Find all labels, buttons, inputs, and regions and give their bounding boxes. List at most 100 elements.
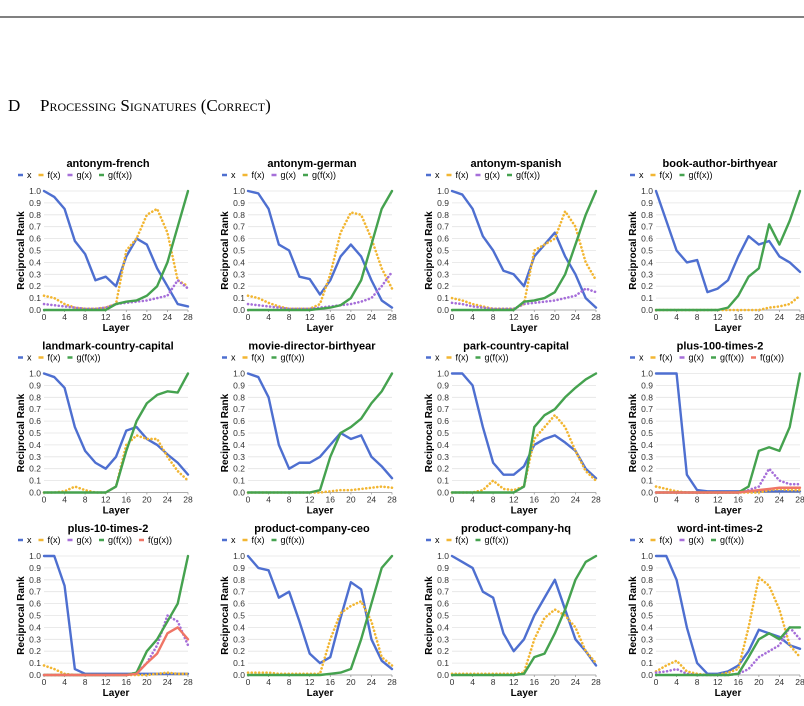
x-tick-label: 24 bbox=[775, 495, 785, 505]
series-line bbox=[450, 372, 598, 480]
x-axis-label: Layer bbox=[715, 688, 742, 699]
section-number: D bbox=[8, 96, 20, 115]
y-tick-label: 0.5 bbox=[233, 428, 245, 438]
x-tick-label: 0 bbox=[42, 312, 47, 322]
y-tick-label: 0.5 bbox=[437, 428, 449, 438]
y-tick-label: 0.1 bbox=[437, 658, 449, 668]
y-tick-label: 0.2 bbox=[233, 646, 245, 656]
legend-label: g(f(x)) bbox=[281, 535, 305, 545]
x-axis-label: Layer bbox=[715, 323, 742, 334]
y-tick-label: 0.8 bbox=[233, 210, 245, 220]
legend-label: f(g(x)) bbox=[148, 535, 172, 545]
y-tick-label: 0.6 bbox=[233, 599, 245, 609]
y-tick-label: 1.0 bbox=[233, 369, 245, 379]
y-tick-label: 0.7 bbox=[233, 222, 245, 232]
x-tick-label: 0 bbox=[450, 495, 455, 505]
y-tick-label: 0.8 bbox=[29, 575, 41, 585]
y-tick-label: 0.5 bbox=[437, 246, 449, 256]
y-axis-label: Reciprocal Rank bbox=[628, 393, 639, 472]
x-tick-label: 28 bbox=[795, 495, 804, 505]
x-tick-label: 12 bbox=[713, 677, 723, 687]
y-tick-label: 0.4 bbox=[233, 257, 245, 267]
y-tick-label: 0.4 bbox=[641, 257, 653, 267]
series-line bbox=[450, 372, 598, 494]
x-tick-label: 16 bbox=[122, 677, 132, 687]
x-tick-label: 4 bbox=[470, 677, 475, 687]
y-tick-label: 0.7 bbox=[641, 404, 653, 414]
y-axis-label: Reciprocal Rank bbox=[16, 393, 27, 472]
y-tick-label: 0.3 bbox=[641, 269, 653, 279]
series-line bbox=[42, 207, 190, 311]
x-tick-label: 20 bbox=[142, 495, 152, 505]
x-tick-label: 24 bbox=[163, 677, 173, 687]
y-tick-label: 0.2 bbox=[437, 646, 449, 656]
x-tick-label: 16 bbox=[530, 495, 540, 505]
legend-label: g(x) bbox=[689, 535, 705, 545]
x-tick-label: 24 bbox=[571, 312, 581, 322]
series-line bbox=[246, 554, 394, 677]
y-axis-label: Reciprocal Rank bbox=[220, 393, 231, 472]
chart-title: antonym-spanish bbox=[470, 158, 561, 170]
series-line bbox=[246, 372, 394, 480]
x-tick-label: 0 bbox=[246, 495, 251, 505]
y-tick-label: 0.5 bbox=[437, 611, 449, 621]
y-tick-label: 0.9 bbox=[437, 380, 449, 390]
y-tick-label: 0.7 bbox=[641, 222, 653, 232]
y-tick-label: 0.8 bbox=[233, 392, 245, 402]
series-line bbox=[450, 413, 598, 494]
x-tick-label: 20 bbox=[550, 677, 560, 687]
x-tick-label: 4 bbox=[62, 312, 67, 322]
y-tick-label: 0.2 bbox=[641, 281, 653, 291]
y-axis-label: Reciprocal Rank bbox=[220, 576, 231, 655]
x-tick-label: 12 bbox=[305, 495, 315, 505]
x-tick-label: 12 bbox=[509, 677, 519, 687]
series-line bbox=[450, 287, 598, 311]
series-line bbox=[654, 372, 802, 493]
x-tick-label: 4 bbox=[674, 677, 679, 687]
x-tick-label: 0 bbox=[654, 312, 659, 322]
y-tick-label: 0.0 bbox=[233, 670, 245, 680]
x-tick-label: 20 bbox=[346, 677, 356, 687]
y-tick-label: 0.2 bbox=[29, 646, 41, 656]
x-axis-label: Layer bbox=[715, 506, 742, 517]
x-tick-label: 24 bbox=[163, 312, 173, 322]
y-tick-label: 0.3 bbox=[437, 634, 449, 644]
y-tick-label: 0.2 bbox=[29, 464, 41, 474]
y-axis-label: Reciprocal Rank bbox=[220, 211, 231, 290]
x-tick-label: 0 bbox=[450, 677, 455, 687]
series-line bbox=[654, 189, 802, 312]
series-line bbox=[246, 189, 394, 312]
y-tick-label: 0.0 bbox=[233, 488, 245, 498]
chart-title: movie-director-birthyear bbox=[248, 341, 376, 353]
charts: antonym-french x f(x) g(x) g(f(x)) 0.0 0.1 0.2 0… bbox=[16, 158, 804, 699]
legend-label: x bbox=[231, 353, 236, 363]
x-tick-label: 12 bbox=[305, 312, 315, 322]
y-tick-label: 0.0 bbox=[437, 670, 449, 680]
series-line bbox=[42, 189, 190, 312]
x-tick-label: 4 bbox=[62, 677, 67, 687]
x-tick-label: 24 bbox=[163, 495, 173, 505]
series-line bbox=[450, 554, 598, 667]
series-line bbox=[246, 270, 394, 311]
series-line bbox=[450, 608, 598, 676]
y-tick-label: 0.1 bbox=[437, 476, 449, 486]
x-tick-label: 8 bbox=[695, 312, 700, 322]
y-tick-label: 0.6 bbox=[641, 416, 653, 426]
x-axis-label: Layer bbox=[511, 323, 538, 334]
x-tick-label: 12 bbox=[101, 312, 111, 322]
y-tick-label: 1.0 bbox=[437, 186, 449, 196]
y-tick-label: 0.2 bbox=[641, 464, 653, 474]
chart-title: product-company-ceo bbox=[254, 523, 370, 535]
y-tick-label: 0.8 bbox=[641, 392, 653, 402]
y-tick-label: 0.8 bbox=[437, 392, 449, 402]
x-tick-label: 8 bbox=[83, 495, 88, 505]
y-axis-label: Reciprocal Rank bbox=[424, 576, 435, 655]
y-tick-label: 0.5 bbox=[233, 611, 245, 621]
y-tick-label: 0.4 bbox=[29, 440, 41, 450]
y-tick-label: 0.8 bbox=[437, 575, 449, 585]
x-tick-label: 28 bbox=[387, 495, 397, 505]
y-tick-label: 1.0 bbox=[29, 369, 41, 379]
y-tick-label: 0.0 bbox=[437, 488, 449, 498]
y-tick-label: 0.8 bbox=[29, 392, 41, 402]
x-tick-label: 28 bbox=[795, 677, 804, 687]
